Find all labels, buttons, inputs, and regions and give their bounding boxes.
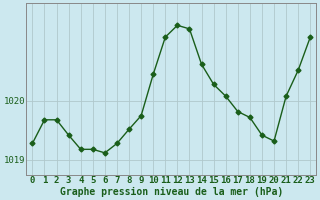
X-axis label: Graphe pression niveau de la mer (hPa): Graphe pression niveau de la mer (hPa) [60,186,283,197]
